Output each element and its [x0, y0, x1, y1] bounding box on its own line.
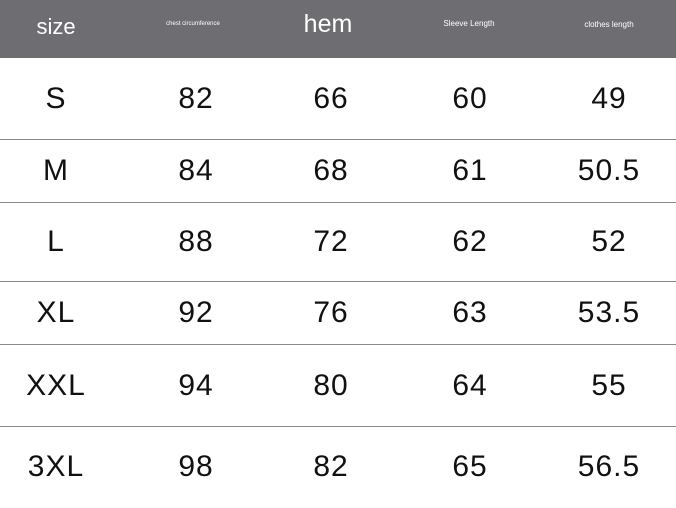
- table-row: S 82 66 60 49: [0, 58, 676, 140]
- cell-hem: 82: [313, 450, 349, 483]
- table-row: L 88 72 62 52: [0, 203, 676, 282]
- cell-size: XXL: [26, 368, 86, 402]
- cell-length: 50.5: [577, 154, 641, 187]
- cell-sleeve: 61: [452, 154, 488, 187]
- cell-sleeve: 63: [452, 296, 488, 329]
- header-length: clothes length: [584, 20, 634, 29]
- cell-sleeve: 62: [452, 225, 488, 258]
- cell-chest: 88: [178, 225, 214, 258]
- table-row: XL 92 76 63 53.5: [0, 282, 676, 345]
- cell-chest: 84: [178, 154, 214, 187]
- cell-chest: 94: [178, 368, 214, 402]
- cell-sleeve: 60: [452, 81, 488, 115]
- table-row: M 84 68 61 50.5: [0, 140, 676, 203]
- cell-hem: 76: [313, 296, 349, 329]
- cell-size: XL: [36, 296, 76, 329]
- cell-chest: 82: [178, 81, 214, 115]
- cell-length: 53.5: [577, 296, 641, 329]
- header-hem: hem: [303, 10, 353, 38]
- cell-sleeve: 64: [452, 368, 488, 402]
- cell-size: 3XL: [27, 450, 85, 483]
- table-row: 3XL 98 82 65 56.5: [0, 427, 676, 507]
- cell-length: 52: [591, 225, 627, 258]
- cell-hem: 68: [313, 154, 349, 187]
- cell-hem: 72: [313, 225, 349, 258]
- cell-length: 56.5: [577, 450, 641, 483]
- header-size: size: [36, 14, 76, 39]
- cell-size: S: [45, 81, 67, 115]
- cell-size: L: [47, 225, 65, 258]
- cell-hem: 66: [313, 81, 349, 115]
- header-chest: chest circumference: [166, 21, 220, 27]
- header-sleeve: Sleeve Length: [443, 19, 495, 28]
- cell-sleeve: 65: [452, 450, 488, 483]
- cell-size: M: [43, 154, 69, 187]
- table-header: size chest circumference hem Sleeve Leng…: [0, 0, 676, 58]
- cell-length: 49: [591, 81, 627, 115]
- table-row: XXL 94 80 64 55: [0, 345, 676, 427]
- cell-hem: 80: [313, 368, 349, 402]
- cell-length: 55: [591, 368, 627, 402]
- cell-chest: 92: [178, 296, 214, 329]
- cell-chest: 98: [178, 450, 214, 483]
